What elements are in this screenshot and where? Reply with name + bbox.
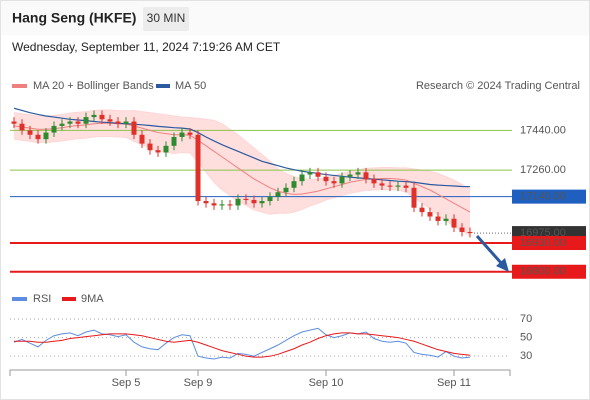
level-label: 17440.00: [520, 124, 566, 136]
y-tick-label: 30: [520, 350, 532, 362]
candle-body: [323, 176, 329, 182]
candle-body: [19, 123, 25, 131]
level-label: 17140.00: [520, 191, 566, 203]
candle-body: [211, 203, 217, 206]
level-label: 16975.00: [520, 227, 566, 239]
level-box: [512, 236, 586, 251]
candle-body: [251, 199, 257, 204]
candle-body: [155, 150, 161, 153]
band-fill: [14, 110, 470, 236]
legend-label: 9MA: [81, 293, 104, 305]
y-tick-label: 70: [520, 313, 532, 325]
header-band: [1, 1, 589, 35]
candle-body: [419, 207, 425, 213]
x-tick-label: Sep 9: [184, 377, 213, 389]
level-label: 16930.00: [520, 237, 566, 249]
level-box: [512, 264, 586, 279]
candle-body: [459, 227, 465, 232]
candle-body: [11, 121, 17, 124]
candle-body: [59, 123, 65, 126]
candle-body: [267, 196, 273, 202]
candle-body: [395, 185, 401, 187]
level-box: [512, 189, 586, 204]
level-label: 16800.00: [520, 266, 566, 278]
x-tick-label: Sep 5: [112, 377, 141, 389]
candle-body: [443, 218, 449, 221]
candle-body: [131, 121, 137, 135]
candle-body: [51, 125, 57, 133]
candle-body: [435, 216, 441, 221]
candle-body: [451, 218, 457, 228]
candle-body: [411, 187, 417, 208]
candle-body: [315, 172, 321, 177]
source: Research © 2024 Trading Central: [416, 80, 580, 92]
candle-body: [203, 201, 209, 204]
x-tick-label: Sep 10: [309, 377, 344, 389]
candle-body: [99, 114, 105, 120]
ma-line: [13, 107, 471, 188]
candle-body: [43, 132, 49, 140]
y-tick-label: 50: [520, 331, 532, 343]
candle-body: [195, 134, 201, 202]
candle-body: [331, 181, 337, 184]
candle-body: [139, 134, 145, 144]
forecast-arrowhead: [496, 258, 509, 272]
candle-body: [227, 204, 233, 206]
candle-body: [403, 185, 409, 188]
candle-body: [219, 204, 225, 206]
candle-body: [187, 132, 193, 135]
candle-body: [387, 185, 393, 187]
candle-body: [355, 172, 361, 175]
candle-body: [147, 143, 153, 151]
timeframe-button[interactable]: [143, 7, 189, 31]
legend-label: MA 20 + Bollinger Bands: [33, 80, 154, 92]
candle-body: [283, 187, 289, 193]
candle-body: [163, 145, 169, 153]
candle-body: [75, 121, 81, 124]
forecast-arrow: [475, 235, 504, 265]
band-upper: [13, 109, 471, 190]
candle-body: [243, 198, 249, 200]
candle-body: [467, 231, 473, 234]
plot: 17440.00 17260.00 17140.00 16975.0016930.00…: [10, 107, 586, 389]
candle-body: [427, 212, 433, 217]
timestamp: Wednesday, September 11, 2024 7:19:26 AM…: [12, 40, 281, 54]
timeframe[interactable]: 30 MIN: [147, 11, 186, 25]
series-line: [14, 332, 471, 358]
candle-body: [115, 121, 121, 124]
band-lower: [13, 136, 471, 236]
candle-body: [339, 176, 345, 184]
candle-body: [291, 181, 297, 188]
legend-label: MA 50: [175, 80, 206, 92]
candle-body: [259, 201, 265, 204]
candle-body: [235, 198, 241, 206]
candle-body: [275, 192, 281, 197]
candle-body: [107, 119, 113, 122]
candle-body: [35, 134, 41, 140]
candle-body: [91, 114, 97, 118]
candle-body: [83, 117, 89, 124]
candle-body: [299, 174, 305, 182]
candle-body: [363, 172, 369, 179]
legend-label: RSI: [33, 293, 51, 305]
candle-body: [171, 136, 177, 146]
chart-title: Hang Seng (HKFE): [12, 10, 136, 26]
x-tick-label: Sep 11: [437, 377, 471, 389]
candle-body: [307, 172, 313, 175]
candle-body: [347, 174, 353, 177]
series-line: [13, 327, 471, 360]
candle-body: [371, 178, 377, 184]
level-label: 17260.00: [520, 164, 566, 176]
ma-line: [13, 122, 471, 213]
candle-body: [379, 183, 385, 186]
candle-body: [179, 132, 185, 137]
candle-body: [123, 121, 129, 124]
candle-body: [27, 130, 33, 135]
candle-body: [67, 121, 73, 124]
